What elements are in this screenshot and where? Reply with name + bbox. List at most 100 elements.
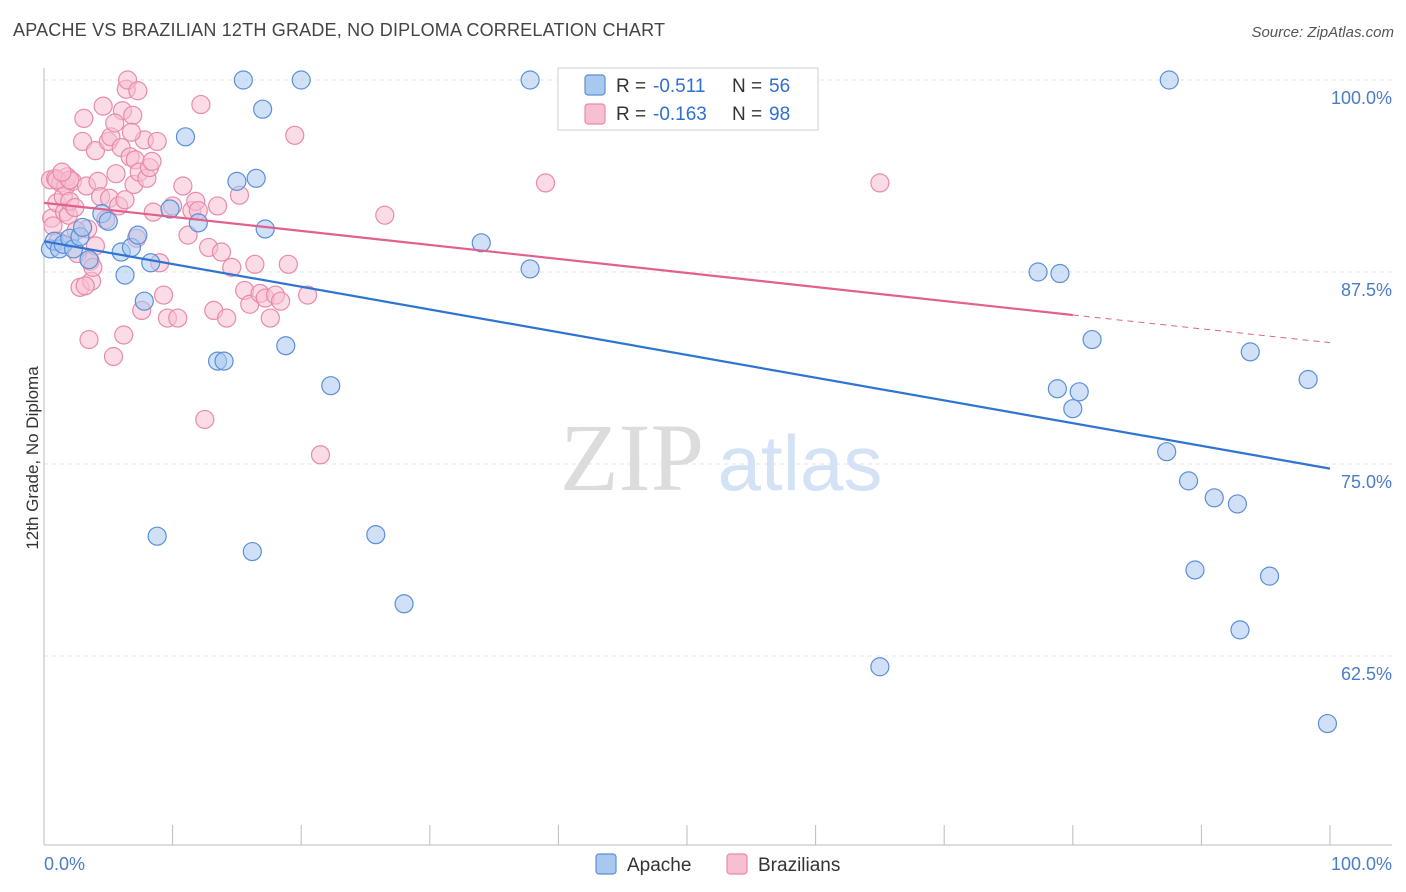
- watermark-zip: ZIP: [560, 404, 704, 511]
- y-tick-label-1: 75.0%: [1341, 472, 1392, 492]
- axes: [43, 68, 1392, 846]
- apache-point-7: [72, 217, 93, 238]
- brazilians-point-18: [74, 108, 94, 129]
- bottom-legend-swatch-apache: [595, 853, 617, 875]
- legend-n-value-brazilians: 98: [769, 104, 790, 125]
- brazilians-point-69: [208, 196, 228, 216]
- apache-point-33: [394, 594, 414, 614]
- apache-point-50: [1230, 620, 1250, 640]
- apache-point-51: [1240, 342, 1260, 362]
- brazilians-point-33: [103, 346, 124, 367]
- watermark: ZIP atlas: [560, 404, 882, 511]
- bottom-legend-label-brazilians: Brazilians: [758, 855, 840, 876]
- apache-point-30: [291, 70, 311, 90]
- source-label: Source: ZipAtlas.com: [1251, 24, 1394, 41]
- series-apache: [40, 70, 1338, 734]
- brazilians-point-94: [121, 122, 142, 142]
- chart-title: APACHE VS BRAZILIAN 12TH GRADE, NO DIPLO…: [13, 20, 666, 40]
- series-brazilians: [40, 70, 890, 465]
- apache-point-28: [255, 219, 275, 239]
- legend-n-value-apache: 56: [769, 76, 790, 97]
- brazilians-point-71: [217, 308, 237, 328]
- legend-r-value-brazilians: -0.163: [653, 104, 707, 125]
- bottom-legend-label-apache: Apache: [627, 855, 691, 876]
- apache-point-45: [1159, 70, 1179, 90]
- brazilians-point-28: [93, 96, 113, 116]
- apache-point-41: [1063, 399, 1083, 419]
- apache-point-20: [188, 213, 208, 233]
- apache-point-10: [98, 211, 118, 231]
- apache-point-53: [1298, 369, 1318, 390]
- x-tick-label-0: 0.0%: [44, 854, 85, 874]
- apache-point-23: [227, 171, 247, 191]
- apache-point-54: [1317, 713, 1338, 734]
- brazilians-point-65: [191, 94, 211, 115]
- brazilians-point-59: [168, 308, 188, 328]
- apache-point-22: [214, 351, 234, 371]
- apache-point-14: [128, 225, 148, 245]
- brazilians-point-84: [298, 285, 318, 305]
- apache-point-40: [1050, 263, 1070, 284]
- brazilians-point-82: [278, 254, 298, 274]
- brazilians-point-66: [195, 409, 215, 430]
- apache-point-18: [160, 199, 180, 219]
- apache-point-32: [366, 525, 386, 545]
- legend-n-label-brazilians: N =: [732, 104, 762, 125]
- apache-point-44: [1157, 442, 1177, 462]
- apache-point-46: [1178, 471, 1199, 491]
- apache-point-43: [1082, 329, 1102, 350]
- apache-point-27: [253, 99, 273, 119]
- brazilians-point-60: [173, 176, 193, 196]
- brazilians-point-93: [105, 113, 125, 133]
- y-tick-label-2: 87.5%: [1341, 280, 1392, 300]
- apache-point-38: [1028, 262, 1048, 282]
- brazilians-point-21: [79, 329, 99, 350]
- x-tick-label-1: 100.0%: [1331, 854, 1392, 874]
- brazilians-point-85: [310, 445, 331, 465]
- brazilians-point-95: [142, 151, 162, 172]
- apache-point-8: [79, 250, 99, 270]
- bottom-legend-swatch-brazilians: [726, 853, 748, 875]
- brazilians-point-47: [128, 81, 148, 101]
- brazilians-point-34: [106, 164, 126, 184]
- apache-point-49: [1227, 494, 1248, 514]
- apache-point-24: [233, 70, 253, 90]
- apache-point-31: [321, 376, 341, 396]
- brazilians-point-88: [870, 173, 890, 193]
- brazilians-point-96: [52, 162, 72, 182]
- apache-point-16: [141, 253, 161, 273]
- y-tick-label-3: 100.0%: [1331, 88, 1392, 108]
- brazilians-point-76: [245, 254, 265, 274]
- brazilians-point-87: [535, 173, 556, 193]
- x-tick-labels: 0.0% 100.0%: [44, 854, 1392, 874]
- apache-point-17: [147, 526, 167, 546]
- watermark-atlas: atlas: [718, 419, 883, 507]
- legend-r-label-apache: R =: [616, 76, 646, 97]
- brazilians-point-56: [153, 285, 174, 305]
- brazilians-point-39: [115, 190, 135, 210]
- brazilians-point-81: [271, 291, 291, 311]
- grid: [44, 79, 1392, 657]
- apache-point-12: [115, 265, 135, 285]
- apache-point-48: [1204, 488, 1224, 508]
- legend-swatch-apache: [584, 74, 606, 96]
- apache-point-34: [471, 233, 491, 253]
- bottom-legend: Apache Brazilians: [595, 853, 840, 876]
- brazilians-point-54: [147, 131, 167, 152]
- brazilians-point-86: [375, 205, 395, 225]
- apache-point-36: [520, 259, 540, 279]
- brazilians-point-72: [222, 257, 242, 277]
- apache-point-35: [520, 70, 540, 90]
- y-tick-labels: 62.5% 75.0% 87.5% 100.0%: [1331, 88, 1392, 684]
- trendline-1: [43, 201, 1073, 317]
- apache-point-39: [1047, 379, 1067, 399]
- apache-point-19: [175, 127, 196, 147]
- apache-point-52: [1259, 566, 1280, 586]
- apache-point-42: [1069, 382, 1089, 402]
- apache-point-37: [870, 657, 890, 677]
- brazilians-point-43: [123, 105, 143, 125]
- trendline-0: [43, 240, 1331, 470]
- brazilians-point-83: [285, 125, 305, 145]
- brazilians-point-38: [114, 325, 134, 345]
